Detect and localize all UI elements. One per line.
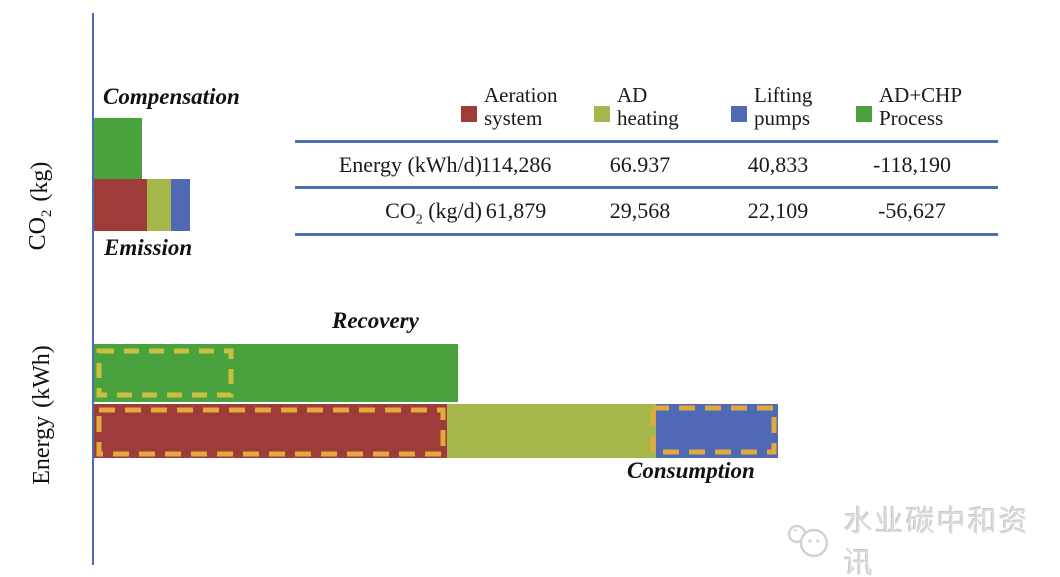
ad-heating-swatch-icon <box>594 106 610 122</box>
consumption-bar-lifting-pumps <box>656 404 778 458</box>
legend-item-ad-chp-process: AD+CHP Process <box>856 84 962 130</box>
compensation-bar-adchp <box>94 118 142 179</box>
compensation-label: Compensation <box>103 84 240 109</box>
energy-axis-label-line1: Energy <box>28 415 55 485</box>
emission-bar-ad-heating <box>147 179 171 231</box>
emission-label: Emission <box>104 235 193 260</box>
emission-bar-aeration <box>94 179 147 231</box>
table-cell-energy-aeration: 114,286 <box>480 152 552 177</box>
consumption-dashed-box-lifting <box>650 405 777 455</box>
recovery-dashed-box <box>96 348 234 398</box>
lifting-pumps-swatch-icon <box>731 106 747 122</box>
watermark: 水业碳中和资讯 <box>784 498 1060 577</box>
aeration-system-swatch-icon <box>461 106 477 122</box>
table-cell-energy-ad-heating: 66.937 <box>609 152 671 177</box>
table-rule-middle <box>295 186 998 189</box>
table-cell-co2-adchp: -56,627 <box>878 198 946 223</box>
table-rule-bottom <box>295 233 998 236</box>
legend-item-aeration-system: Aeration system <box>461 84 557 130</box>
legend-label: AD heating <box>617 83 679 130</box>
table-cell-energy-lifting: 40,833 <box>747 152 809 177</box>
co2-axis-label: CO2 (kg) <box>11 126 69 286</box>
table-cell-co2-ad-heating: 29,568 <box>609 198 671 223</box>
table-row-label-co2: CO2 (kg/d) <box>385 198 482 228</box>
emission-bar-lifting-pumps <box>171 179 190 231</box>
recovery-bar-adchp <box>94 344 458 402</box>
co2-axis-label-line2: (kg) <box>26 161 53 202</box>
consumption-label: Consumption <box>627 458 755 483</box>
co2-axis-label-line1: CO2 <box>24 209 55 251</box>
legend-label: Aeration system <box>484 83 558 130</box>
legend-label: AD+CHP Process <box>879 83 963 130</box>
watermark-text: 水业碳中和资讯 <box>843 506 1030 577</box>
ad-chp-process-swatch-icon <box>856 106 872 122</box>
legend-label: Lifting pumps <box>754 83 813 130</box>
legend-item-ad-heating: AD heating <box>594 84 679 130</box>
watermark-bubbles-icon <box>787 524 829 558</box>
table-cell-co2-aeration: 61,879 <box>485 198 547 223</box>
consumption-dashed-box-aeration <box>96 407 446 457</box>
energy-axis-label: Energy (kWh) <box>13 335 71 495</box>
recovery-label: Recovery <box>332 308 419 333</box>
energy-axis-label-line2: (kWh) <box>28 345 55 408</box>
legend-item-lifting-pumps: Lifting pumps <box>731 84 812 130</box>
consumption-bar-ad-heating <box>447 404 656 458</box>
consumption-bar-aeration <box>94 404 447 458</box>
table-cell-co2-lifting: 22,109 <box>747 198 809 223</box>
table-rule-top <box>295 140 998 143</box>
table-cell-energy-adchp: -118,190 <box>872 152 951 177</box>
table-row-label-energy: Energy (kWh/d) <box>338 152 482 177</box>
y-axis-line <box>92 13 94 565</box>
